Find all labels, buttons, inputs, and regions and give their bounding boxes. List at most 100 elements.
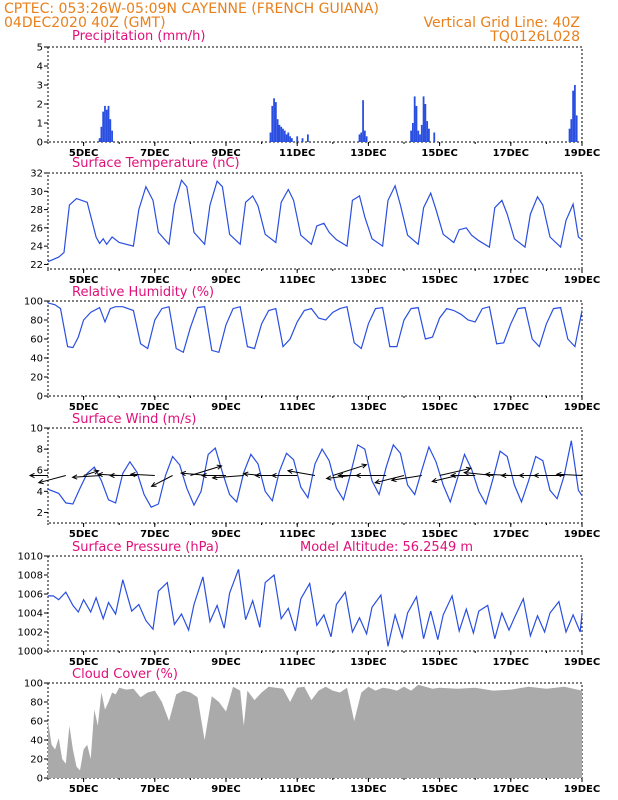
precipitation-bar xyxy=(301,138,304,142)
temp-ytick-label: 32 xyxy=(30,169,43,180)
wind-vector xyxy=(83,470,99,476)
precipitation-bar xyxy=(365,136,368,142)
wind-xtick-label: 11DEC xyxy=(279,529,315,540)
cloud-ytick-label: 40 xyxy=(30,736,43,747)
temp-xtick-label: 19DEC xyxy=(564,275,600,286)
pressure-ytick-label: 1006 xyxy=(18,590,43,601)
cloud-xtick-label: 11DEC xyxy=(279,784,315,795)
wind-vector xyxy=(439,467,471,476)
wind-vector-head xyxy=(129,471,136,478)
precipitation-bar xyxy=(417,130,420,142)
precipitation-bar xyxy=(111,130,113,142)
precip-xtick-label: 13DEC xyxy=(350,148,386,159)
precipitation-bar xyxy=(363,130,366,142)
cloud-ytick-label: 80 xyxy=(30,698,43,709)
pressure-title: Surface Pressure (hPa) xyxy=(72,540,219,555)
cloud-marks: 0 20 40 60 80 100 5DEC 7DEC 9DEC 11DEC 13DEC 15DEC 1… xyxy=(24,679,600,796)
precipitation-bar xyxy=(412,123,414,142)
temp-ytick-label: 30 xyxy=(30,187,43,198)
wind-vector-head xyxy=(325,475,332,481)
temp-ytick-label: 22 xyxy=(30,260,43,271)
rh-ytick-label: 60 xyxy=(30,335,43,346)
wind-vector-head xyxy=(484,471,491,478)
rh-ytick-label: 100 xyxy=(24,297,43,308)
precip-xtick-label: 19DEC xyxy=(564,148,600,159)
precipitation-bar xyxy=(278,124,281,142)
precipitation-bar xyxy=(575,115,578,142)
panel-pressure: Surface Pressure (hPa) Model Altitude: 5… xyxy=(18,540,601,668)
header-location: CPTEC: 053:26W-05:09N CAYENNE (FRENCH GU… xyxy=(4,1,379,17)
precipitation-bar xyxy=(433,132,436,142)
wind-marks: 2 4 6 8 10 5DEC 7DEC 9DEC 11DEC 13DEC 15DEC 17DEC 19… xyxy=(28,424,600,540)
precip-xtick-label: 15DEC xyxy=(421,148,457,159)
temp-ytick-label: 24 xyxy=(30,242,43,253)
pressure-xtick-label: 13DEC xyxy=(350,657,386,668)
precipitation-bar xyxy=(285,134,288,142)
precip-ytick-label: 2 xyxy=(37,100,43,111)
rh-xtick-label: 15DEC xyxy=(421,402,457,413)
rh-ytick-label: 40 xyxy=(30,354,43,365)
wind-series-line xyxy=(47,440,583,508)
cloud-ytick-label: 0 xyxy=(37,774,43,785)
temp-xtick-label: 9DEC xyxy=(211,275,240,286)
cloud-xtick-label: 19DEC xyxy=(564,784,600,795)
wind-xtick-label: 13DEC xyxy=(350,529,386,540)
temperature-marks: 22 24 26 28 30 32 5DEC 7DEC 9DEC 11DEC 13DEC 15DEC 1… xyxy=(30,169,600,287)
temp-xtick-label: 17DEC xyxy=(493,275,529,286)
panel-cloud: Cloud Cover (%) 0 20 40 60 80 100 5DEC 7DEC 9DEC… xyxy=(24,667,600,795)
rh-ytick-label: 80 xyxy=(30,316,43,327)
temp-xtick-label: 13DEC xyxy=(350,275,386,286)
wind-ytick-label: 8 xyxy=(37,445,43,456)
precip-ytick-label: 1 xyxy=(37,119,43,130)
precipitation-bar xyxy=(98,138,101,142)
wind-vector-head xyxy=(518,472,525,479)
rh-xtick-label: 5DEC xyxy=(69,402,98,413)
humidity-frame xyxy=(47,300,583,397)
precipitation-title: Precipitation (mm/h) xyxy=(72,29,205,44)
wind-ytick-label: 10 xyxy=(30,424,43,435)
panel-precipitation: Precipitation (mm/h) 0 1 2 3 4 5 5DEC 7DEC 9DEC 1… xyxy=(37,29,601,159)
precip-ytick-label: 4 xyxy=(37,62,43,73)
wind-vector-head xyxy=(374,479,381,485)
cloud-ytick-label: 20 xyxy=(30,755,43,766)
cloud-xtick-label: 13DEC xyxy=(350,784,386,795)
precipitation-bar xyxy=(428,128,430,142)
wind-vector-head xyxy=(337,472,344,479)
wind-vector-head xyxy=(150,481,157,487)
wind-vector-head xyxy=(200,472,207,479)
rh-ytick-label: 20 xyxy=(30,373,43,384)
precipitation-bar xyxy=(289,136,291,142)
precipitation-bar xyxy=(422,96,425,142)
precipitation-bar xyxy=(358,134,361,142)
panel-wind: Surface Wind (m/s) 2 4 6 8 10 5DEC 7DEC 9DEC 11D… xyxy=(28,412,600,540)
wind-vector xyxy=(130,473,155,476)
precip-xtick-label: 17DEC xyxy=(493,148,529,159)
temp-xtick-label: 11DEC xyxy=(279,275,315,286)
wind-vector xyxy=(72,475,102,478)
cloud-xtick-label: 7DEC xyxy=(140,784,169,795)
pressure-xtick-label: 19DEC xyxy=(564,657,600,668)
humidity-marks: 0 20 40 60 80 100 5DEC 7DEC 9DEC 11DEC 13DEC 15DEC 1… xyxy=(24,297,600,414)
pressure-ytick-label: 1000 xyxy=(18,647,43,658)
wind-vector-head xyxy=(555,471,562,478)
wind-vector-head xyxy=(465,466,472,472)
panel-temperature: Surface Temperature (nC) 22 24 26 28 30 32 5DE… xyxy=(30,156,600,286)
precipitation-bar xyxy=(283,130,286,142)
wind-vector-head xyxy=(71,474,78,480)
wind-vector xyxy=(464,472,494,476)
wind-vector-head xyxy=(500,472,507,479)
pressure-ytick-label: 1002 xyxy=(18,628,43,639)
precipitation-bar xyxy=(287,132,290,142)
temp-xtick-label: 5DEC xyxy=(69,275,98,286)
precipitation-marks: 0 1 2 3 4 5 5DEC 7DEC 9DEC 11DEC 13DEC 15DEC 17DEC 19… xyxy=(37,43,601,160)
precipitation-bar xyxy=(424,104,427,142)
precipitation-bar xyxy=(107,105,110,142)
rh-xtick-label: 19DEC xyxy=(564,402,600,413)
wind-vector-head xyxy=(431,477,438,484)
precipitation-bar xyxy=(410,130,413,142)
precipitation-frame xyxy=(47,46,583,143)
wind-vector-head xyxy=(242,471,249,477)
precipitation-bar xyxy=(362,100,364,142)
header-date: 04DEC2020 40Z (GMT) xyxy=(4,15,166,31)
precip-ytick-label: 0 xyxy=(37,138,43,149)
